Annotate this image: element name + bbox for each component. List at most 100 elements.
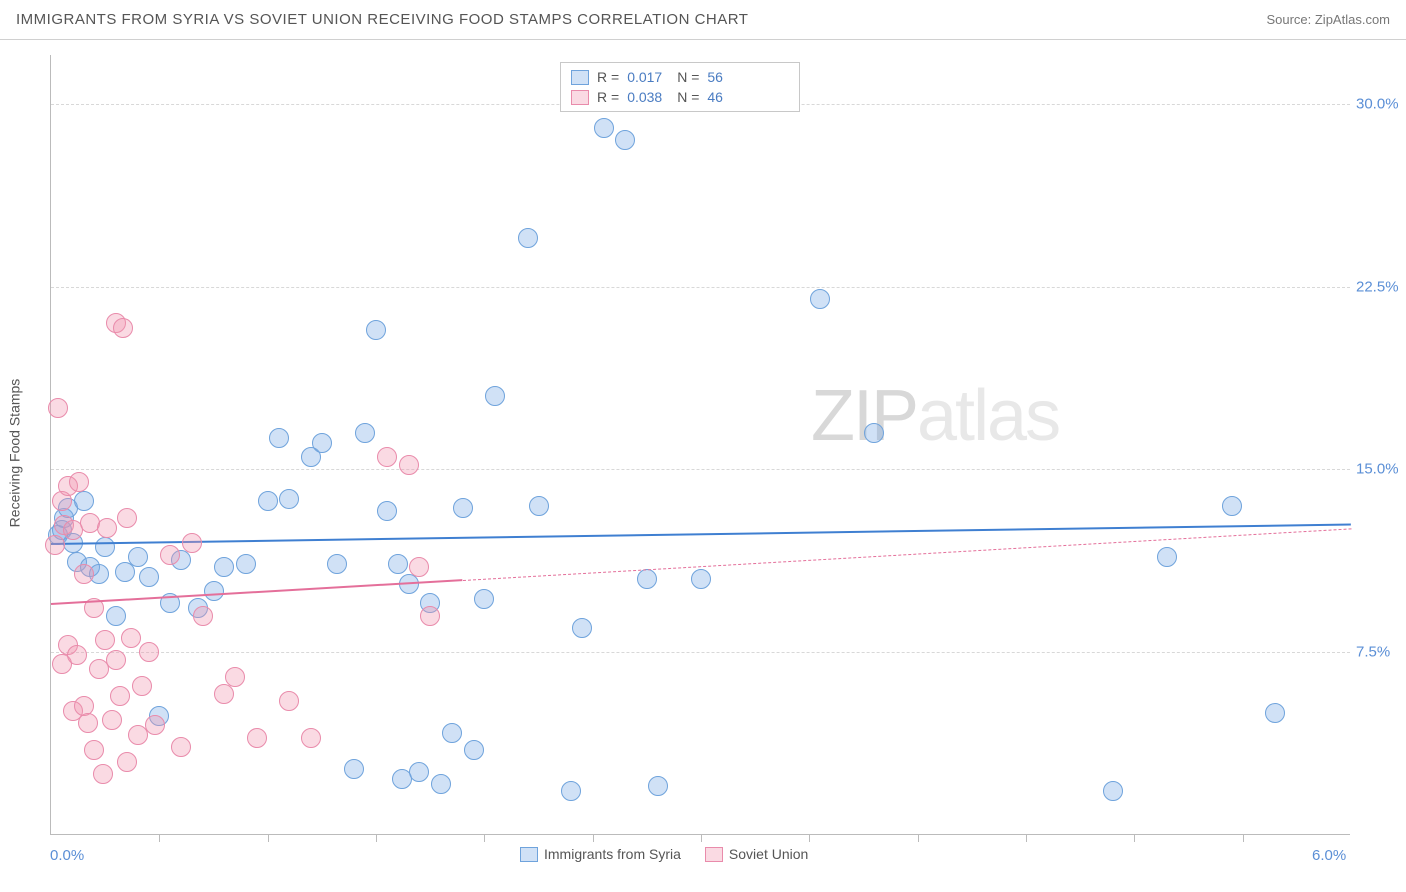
data-point: [214, 557, 234, 577]
data-point: [594, 118, 614, 138]
data-point: [74, 564, 94, 584]
data-point: [301, 728, 321, 748]
data-point: [121, 628, 141, 648]
data-point: [48, 398, 68, 418]
legend-label: Soviet Union: [729, 846, 808, 862]
data-point: [529, 496, 549, 516]
data-point: [258, 491, 278, 511]
data-point: [388, 554, 408, 574]
data-point: [366, 320, 386, 340]
data-point: [648, 776, 668, 796]
watermark-text: ZIPatlas: [811, 375, 1059, 457]
data-point: [1265, 703, 1285, 723]
data-point: [637, 569, 657, 589]
data-point: [327, 554, 347, 574]
x-tick-mark: [701, 834, 702, 842]
data-point: [214, 684, 234, 704]
data-point: [1103, 781, 1123, 801]
chart-title: IMMIGRANTS FROM SYRIA VS SOVIET UNION RE…: [16, 11, 748, 28]
data-point: [518, 228, 538, 248]
data-point: [247, 728, 267, 748]
data-point: [236, 554, 256, 574]
stat-n-label: N =: [677, 89, 699, 105]
header-bar: IMMIGRANTS FROM SYRIA VS SOVIET UNION RE…: [0, 0, 1406, 40]
data-point: [269, 428, 289, 448]
data-point: [453, 498, 473, 518]
x-tick-mark: [918, 834, 919, 842]
data-point: [204, 581, 224, 601]
x-tick-mark: [1026, 834, 1027, 842]
data-point: [442, 723, 462, 743]
scatter-plot: ZIPatlas: [50, 55, 1350, 835]
data-point: [182, 533, 202, 553]
x-tick-mark: [593, 834, 594, 842]
data-point: [171, 737, 191, 757]
y-tick-label: 7.5%: [1356, 644, 1390, 661]
legend-swatch: [705, 847, 723, 862]
stat-r-value: 0.038: [627, 89, 669, 105]
data-point: [355, 423, 375, 443]
data-point: [78, 713, 98, 733]
data-point: [106, 650, 126, 670]
stat-r-value: 0.017: [627, 69, 669, 85]
gridline: [51, 469, 1350, 470]
correlation-stats-legend: R =0.017N =56R =0.038N =46: [560, 62, 800, 112]
x-tick-mark: [376, 834, 377, 842]
data-point: [1222, 496, 1242, 516]
x-tick-mark: [1243, 834, 1244, 842]
series-legend: Immigrants from Syria Soviet Union: [520, 846, 808, 862]
data-point: [95, 630, 115, 650]
stat-n-value: 46: [707, 89, 749, 105]
data-point: [399, 455, 419, 475]
data-point: [128, 547, 148, 567]
gridline: [51, 287, 1350, 288]
x-tick-mark: [809, 834, 810, 842]
legend-item: Soviet Union: [705, 846, 808, 862]
stats-legend-row: R =0.038N =46: [561, 87, 799, 107]
data-point: [561, 781, 581, 801]
data-point: [67, 645, 87, 665]
data-point: [117, 508, 137, 528]
data-point: [93, 764, 113, 784]
data-point: [193, 606, 213, 626]
legend-swatch: [520, 847, 538, 862]
data-point: [431, 774, 451, 794]
data-point: [464, 740, 484, 760]
data-point: [45, 535, 65, 555]
data-point: [485, 386, 505, 406]
data-point: [312, 433, 332, 453]
trend-line: [51, 523, 1351, 544]
data-point: [615, 130, 635, 150]
x-tick-mark: [1134, 834, 1135, 842]
source-attribution: Source: ZipAtlas.com: [1266, 12, 1390, 27]
data-point: [225, 667, 245, 687]
stat-n-label: N =: [677, 69, 699, 85]
y-tick-label: 22.5%: [1356, 278, 1399, 295]
data-point: [117, 752, 137, 772]
data-point: [110, 686, 130, 706]
gridline: [51, 652, 1350, 653]
data-point: [279, 489, 299, 509]
data-point: [420, 606, 440, 626]
data-point: [97, 518, 117, 538]
data-point: [474, 589, 494, 609]
data-point: [95, 537, 115, 557]
data-point: [145, 715, 165, 735]
data-point: [160, 545, 180, 565]
data-point: [102, 710, 122, 730]
data-point: [113, 318, 133, 338]
legend-label: Immigrants from Syria: [544, 846, 681, 862]
data-point: [106, 606, 126, 626]
stat-n-value: 56: [707, 69, 749, 85]
trend-line: [51, 580, 463, 606]
legend-swatch: [571, 90, 589, 105]
data-point: [864, 423, 884, 443]
data-point: [377, 447, 397, 467]
y-tick-label: 15.0%: [1356, 461, 1399, 478]
data-point: [84, 740, 104, 760]
x-tick-mark: [159, 834, 160, 842]
x-tick-mark: [268, 834, 269, 842]
stat-r-label: R =: [597, 69, 619, 85]
data-point: [1157, 547, 1177, 567]
legend-item: Immigrants from Syria: [520, 846, 681, 862]
